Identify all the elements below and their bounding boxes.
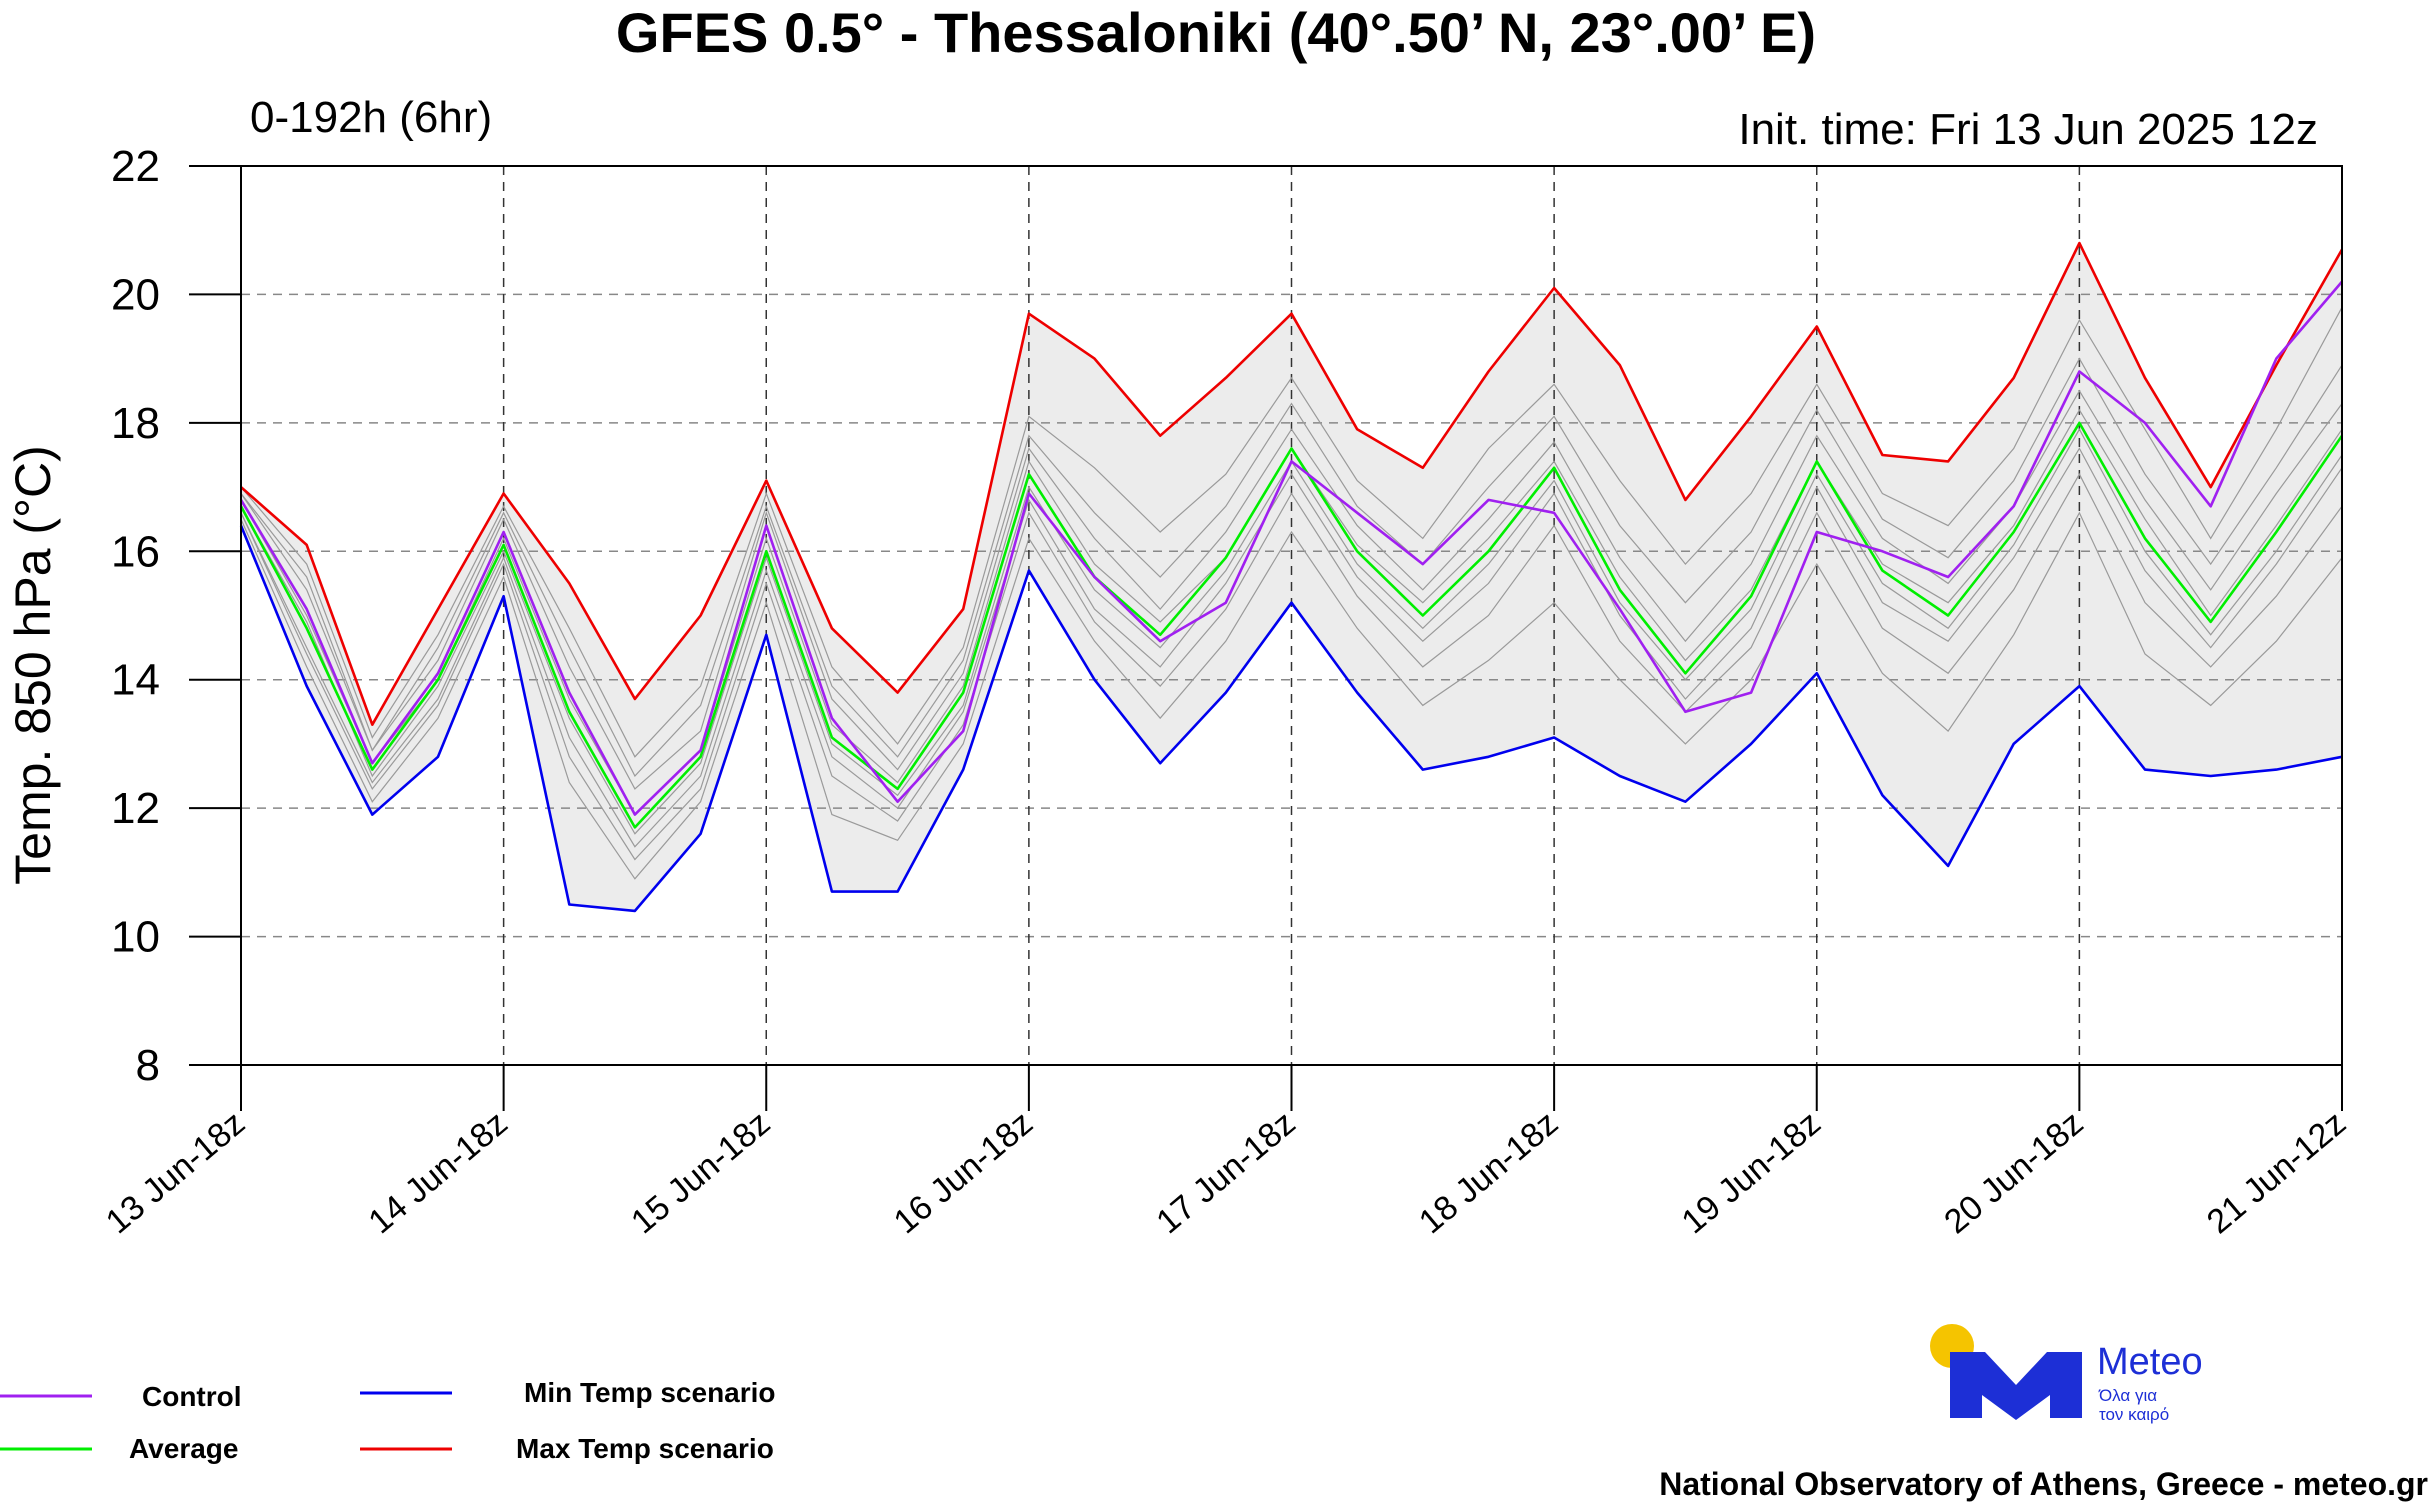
ensemble-member-line [240, 307, 2343, 758]
y-tick-label: 12 [111, 784, 160, 833]
x-tick-label: 17 Jun-18z [1149, 1104, 1302, 1241]
plot-area: 8 10 12 14 16 18 20 22 13 Jun-18z 14 Jun-18z 15 J… [99, 142, 2353, 1241]
logo-name: Meteo [2097, 1341, 2203, 1383]
x-axis: 13 Jun-18z 14 Jun-18z 15 Jun-18z 16 Jun-18z… [99, 1065, 2353, 1241]
y-axis-label: Temp. 850 hPa (°C) [5, 445, 61, 885]
series-line-average [239, 421, 2344, 829]
x-tick-label: 15 Jun-18z [624, 1104, 777, 1241]
series-line-control [239, 280, 2343, 816]
logo-m-icon [1950, 1352, 2082, 1420]
y-tick-label: 14 [111, 656, 160, 705]
x-tick-label: 19 Jun-18z [1675, 1104, 1828, 1241]
y-tick-label: 8 [136, 1041, 160, 1090]
ensemble-member-line [240, 389, 2343, 790]
y-tick-label: 22 [111, 142, 160, 191]
meteo-logo: Meteo Όλα για τον καιρό [1930, 1324, 2203, 1424]
legend-label-control: Control [142, 1381, 242, 1412]
chart-title: GFES 0.5° - Thessaloniki (40°.50’ N, 23°… [616, 1, 1816, 64]
legend-label-max: Max Temp scenario [516, 1433, 774, 1464]
ensemble-member-line [240, 472, 2343, 861]
logo-tagline-2: τον καιρό [2099, 1405, 2169, 1424]
y-tick-label: 16 [111, 527, 160, 576]
series-line-max-temp-scenario [240, 241, 2344, 727]
series-lines [239, 241, 2344, 913]
x-tick-label: 13 Jun-18z [99, 1104, 252, 1241]
series-line-min-temp-scenario [239, 525, 2343, 913]
footer-credit: National Observatory of Athens, Greece -… [1659, 1466, 2428, 1502]
chart-init-time: Init. time: Fri 13 Jun 2025 12z [1738, 105, 2318, 154]
y-tick-label: 10 [111, 913, 160, 962]
chart-subtitle-range: 0-192h (6hr) [250, 93, 492, 142]
y-axis: 8 10 12 14 16 18 20 22 [111, 142, 241, 1090]
x-tick-label: 21 Jun-12z [2200, 1104, 2353, 1241]
logo-tagline-1: Όλα για [2098, 1386, 2157, 1405]
legend-label-min: Min Temp scenario [524, 1377, 776, 1408]
x-tick-label: 20 Jun-18z [1937, 1104, 2090, 1241]
y-tick-label: 18 [111, 399, 160, 448]
x-tick-label: 18 Jun-18z [1412, 1104, 1565, 1241]
legend-label-average: Average [129, 1433, 238, 1464]
ensemble-member-line [240, 447, 2343, 848]
x-tick-label: 16 Jun-18z [887, 1104, 1040, 1241]
legend: Control Average Min Temp scenario Max Te… [0, 1377, 776, 1464]
ensemble-member-line [240, 511, 2343, 880]
y-tick-label: 20 [111, 270, 160, 319]
ensemble-member-line [240, 357, 2343, 778]
x-tick-label: 14 Jun-18z [361, 1104, 514, 1241]
